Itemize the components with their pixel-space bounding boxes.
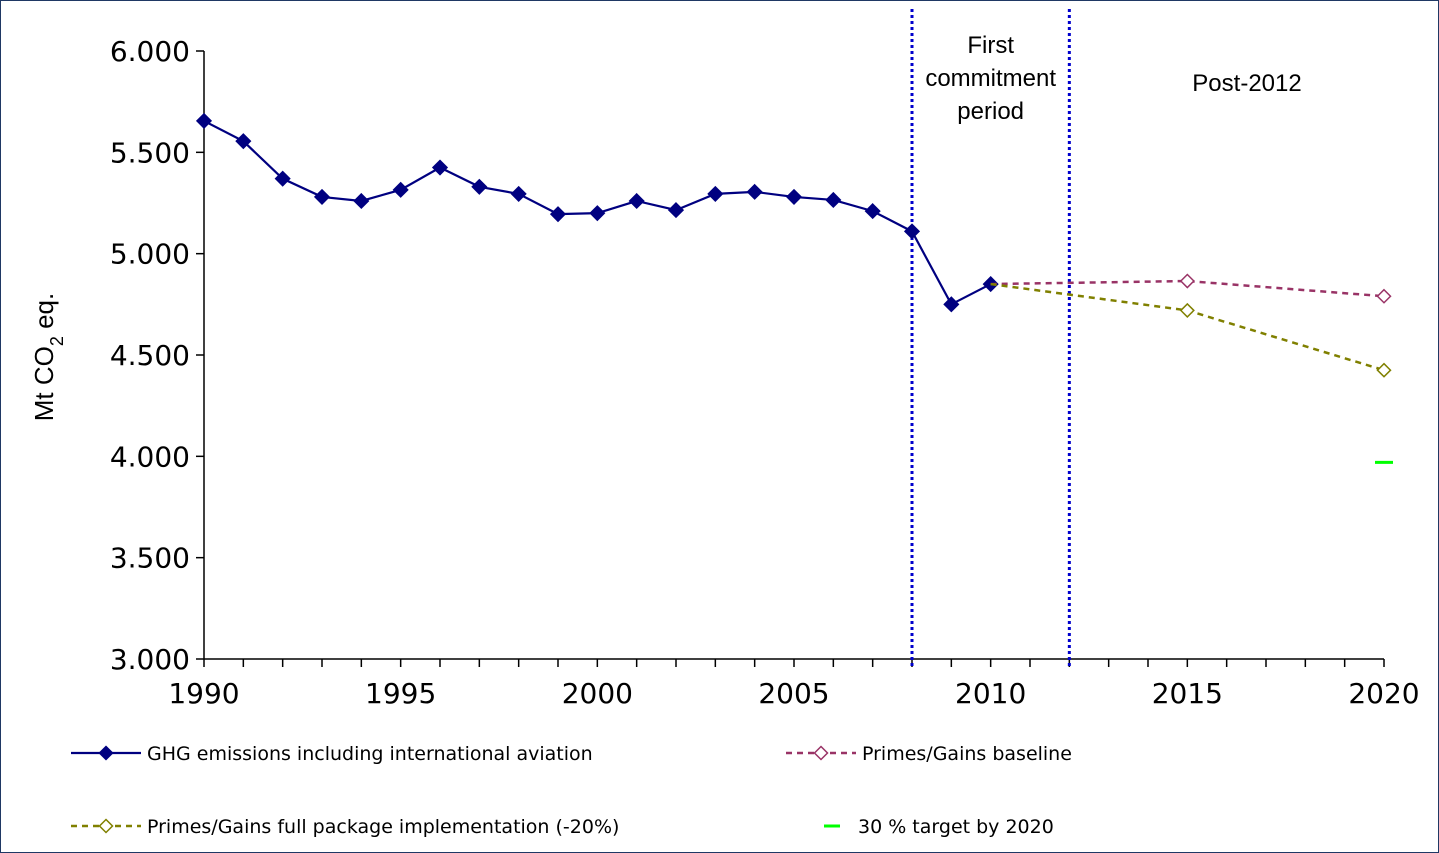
y-tick-label: 5.000 xyxy=(110,238,190,271)
first-commitment-period-label: First xyxy=(967,32,1014,59)
data-point xyxy=(1376,362,1392,378)
x-tick-label: 2015 xyxy=(1152,677,1223,710)
data-point xyxy=(1179,302,1195,318)
y-tick-label: 3.500 xyxy=(110,542,190,575)
legend-item: GHG emissions including international av… xyxy=(71,743,593,765)
data-point xyxy=(510,185,527,202)
y-tick-label: 6.000 xyxy=(110,35,190,68)
legend-label: 30 % target by 2020 xyxy=(858,816,1054,838)
x-tick-label: 2010 xyxy=(955,677,1026,710)
legend-label: Primes/Gains full package implementation… xyxy=(147,816,619,838)
first-commitment-period-label: commitment xyxy=(925,65,1056,92)
data-point xyxy=(864,203,881,220)
data-point xyxy=(549,206,567,223)
series-line xyxy=(990,282,1385,372)
x-ticks: 1990 1995 2000 2005 2010 2015 2020 xyxy=(168,659,1420,710)
y-tick-label: 5.500 xyxy=(110,136,190,169)
legend-item: 30 % target by 2020 xyxy=(824,816,1054,838)
first-commitment-period-label: period xyxy=(957,98,1024,125)
data-point xyxy=(471,178,488,195)
legend-symbol xyxy=(813,745,829,761)
x-tick-label: 1995 xyxy=(365,677,436,710)
data-point xyxy=(746,183,763,200)
data-point xyxy=(1376,288,1392,304)
series-0 xyxy=(195,112,999,313)
post-2012-label: Post-2012 xyxy=(1192,70,1301,97)
legend-item: Primes/Gains full package implementation… xyxy=(71,816,619,838)
legend-label: Primes/Gains baseline xyxy=(862,743,1072,765)
legend-symbol xyxy=(98,745,114,761)
data-point xyxy=(353,192,370,210)
period-lines xyxy=(910,9,1071,667)
data-point xyxy=(313,188,331,205)
series-2 xyxy=(990,282,1392,378)
data-point xyxy=(628,192,645,210)
data-point xyxy=(431,159,449,176)
data-point xyxy=(707,185,724,202)
axes xyxy=(203,51,1384,660)
x-tick-label: 2000 xyxy=(562,677,633,710)
data-point xyxy=(903,223,921,240)
data-point xyxy=(274,170,291,187)
x-tick-label: 2020 xyxy=(1348,677,1419,710)
x-tick-label: 2005 xyxy=(758,677,829,710)
legend: GHG emissions including international av… xyxy=(71,743,1072,838)
legend-label: GHG emissions including international av… xyxy=(147,743,593,765)
x-tick-label: 1990 xyxy=(168,677,239,710)
y-tick-label: 4.500 xyxy=(110,339,190,372)
y-axis-label: Mt CO2 eq. xyxy=(29,293,67,422)
data-point xyxy=(195,112,213,129)
annotations: First commitment period Post-2012 xyxy=(925,32,1301,125)
data-point xyxy=(589,205,606,222)
y-ticks: 3.000 3.500 4.000 4.500 5.000 5.500 6.000 xyxy=(110,35,204,676)
data-point xyxy=(1179,273,1195,289)
series-1 xyxy=(990,273,1392,304)
legend-symbol xyxy=(98,818,114,834)
y-tick-label: 3.000 xyxy=(110,643,190,676)
data-point xyxy=(943,296,960,313)
data-point xyxy=(667,202,685,219)
y-tick-label: 4.000 xyxy=(110,440,190,473)
series-group xyxy=(195,112,1393,464)
legend-item: Primes/Gains baseline xyxy=(786,743,1072,765)
data-point xyxy=(392,181,409,198)
data-point xyxy=(235,133,252,150)
data-point xyxy=(785,188,803,205)
data-point xyxy=(825,191,842,209)
